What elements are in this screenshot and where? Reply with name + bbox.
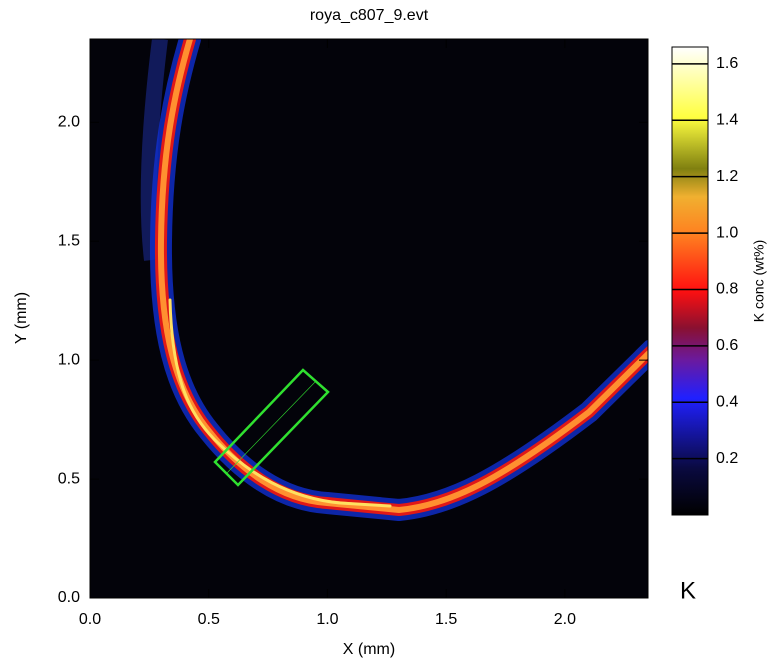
y-tick-label: 2.0 xyxy=(58,113,80,130)
y-tick-label: 1.0 xyxy=(58,351,80,368)
x-tick-label: 0.0 xyxy=(79,611,101,628)
element-annotation: K xyxy=(680,577,696,604)
x-tick-label: 2.0 xyxy=(554,611,576,628)
colorbar-tick-label: 1.4 xyxy=(716,112,738,129)
colorbar-tick-label: 1.6 xyxy=(716,55,738,72)
faint-signal xyxy=(140,39,168,261)
colorbar-tick-label: 0.8 xyxy=(716,281,738,298)
plot-frame xyxy=(89,38,649,599)
y-tick-label: 0.5 xyxy=(58,470,80,487)
x-tick-label: 0.5 xyxy=(198,611,220,628)
x-axis-label: X (mm) xyxy=(343,641,395,658)
colorbar-tick-label: 0.4 xyxy=(716,393,738,410)
colorbar-tick-label: 1.0 xyxy=(716,224,738,241)
selection-box xyxy=(213,368,330,487)
y-tick-label: 0.0 xyxy=(58,589,80,606)
colorbar xyxy=(671,46,709,516)
k-band xyxy=(149,39,648,521)
x-tick-label: 1.0 xyxy=(316,611,338,628)
colorbar-tick-label: 0.6 xyxy=(716,337,738,354)
y-axis-label: Y (mm) xyxy=(13,292,30,344)
colorbar-tick-label: 0.2 xyxy=(716,450,738,467)
heatmap xyxy=(90,39,648,598)
colorbar-tick-label: 1.2 xyxy=(716,168,738,185)
chart-title: roya_c807_9.evt xyxy=(310,7,429,24)
y-tick-label: 1.5 xyxy=(58,232,80,249)
x-tick-label: 1.5 xyxy=(435,611,457,628)
selection-centerline xyxy=(225,380,317,475)
colorbar-label: K conc (wt%) xyxy=(751,240,767,322)
